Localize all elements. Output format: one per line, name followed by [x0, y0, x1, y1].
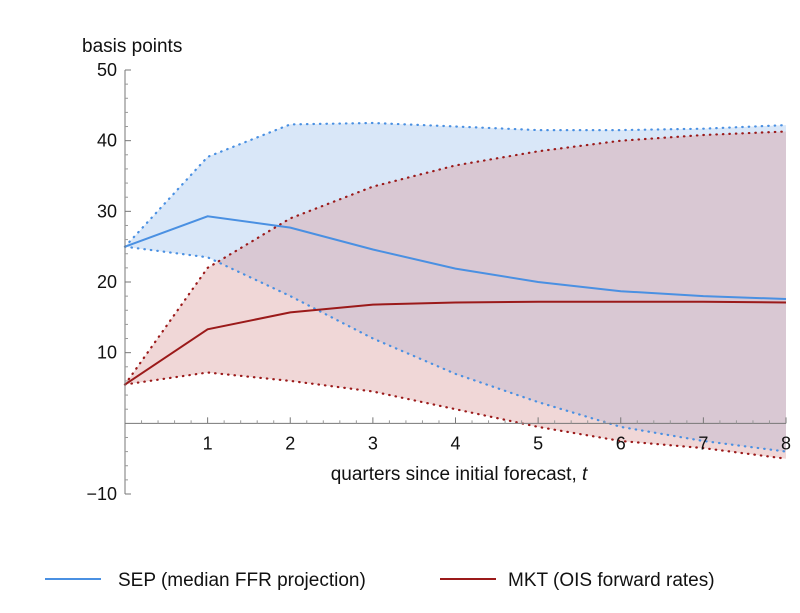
legend-sep-label: SEP (median FFR projection): [118, 570, 366, 591]
x-tick-label: 4: [450, 433, 460, 453]
mkt-line: [124, 300, 787, 386]
legend-mkt-label: MKT (OIS forward rates): [508, 570, 715, 591]
sep-upper-bound: [123, 121, 788, 248]
y-ticks: −10 10 20 30 40 50: [86, 60, 131, 504]
y-tick-label: 30: [97, 201, 117, 221]
x-tick-label: 8: [781, 433, 791, 453]
x-tick-label: 2: [285, 433, 295, 453]
sep-line: [124, 215, 787, 300]
legend: SEP (median FFR projection) MKT (OIS forw…: [45, 570, 715, 591]
x-axis-label: quarters since initial forecast, t: [331, 464, 588, 485]
y-axis-label: basis points: [82, 36, 182, 57]
y-tick-label: 50: [97, 60, 117, 80]
y-tick-label: −10: [86, 484, 117, 504]
mkt-lower-bound: [123, 371, 788, 460]
series-lines: [124, 215, 787, 386]
x-axis-label-text: quarters since initial forecast,: [331, 464, 582, 485]
sep-lower-bound: [123, 245, 788, 453]
x-tick-label: 3: [368, 433, 378, 453]
x-ticks: 1 2 3 4 5 6 7 8: [141, 417, 791, 453]
band-bounds: [123, 121, 788, 460]
x-tick-label: 1: [203, 433, 213, 453]
sep-band: [125, 123, 786, 452]
x-axis-label-variable: t: [582, 464, 588, 485]
mkt-upper-bound: [123, 130, 788, 386]
x-tick-label: 5: [533, 433, 543, 453]
x-tick-label: 7: [698, 433, 708, 453]
y-tick-label: 10: [97, 343, 117, 363]
y-tick-label: 40: [97, 131, 117, 151]
y-tick-label: 20: [97, 272, 117, 292]
mkt-band: [125, 131, 786, 459]
confidence-bands: [125, 123, 786, 459]
x-tick-label: 6: [616, 433, 626, 453]
